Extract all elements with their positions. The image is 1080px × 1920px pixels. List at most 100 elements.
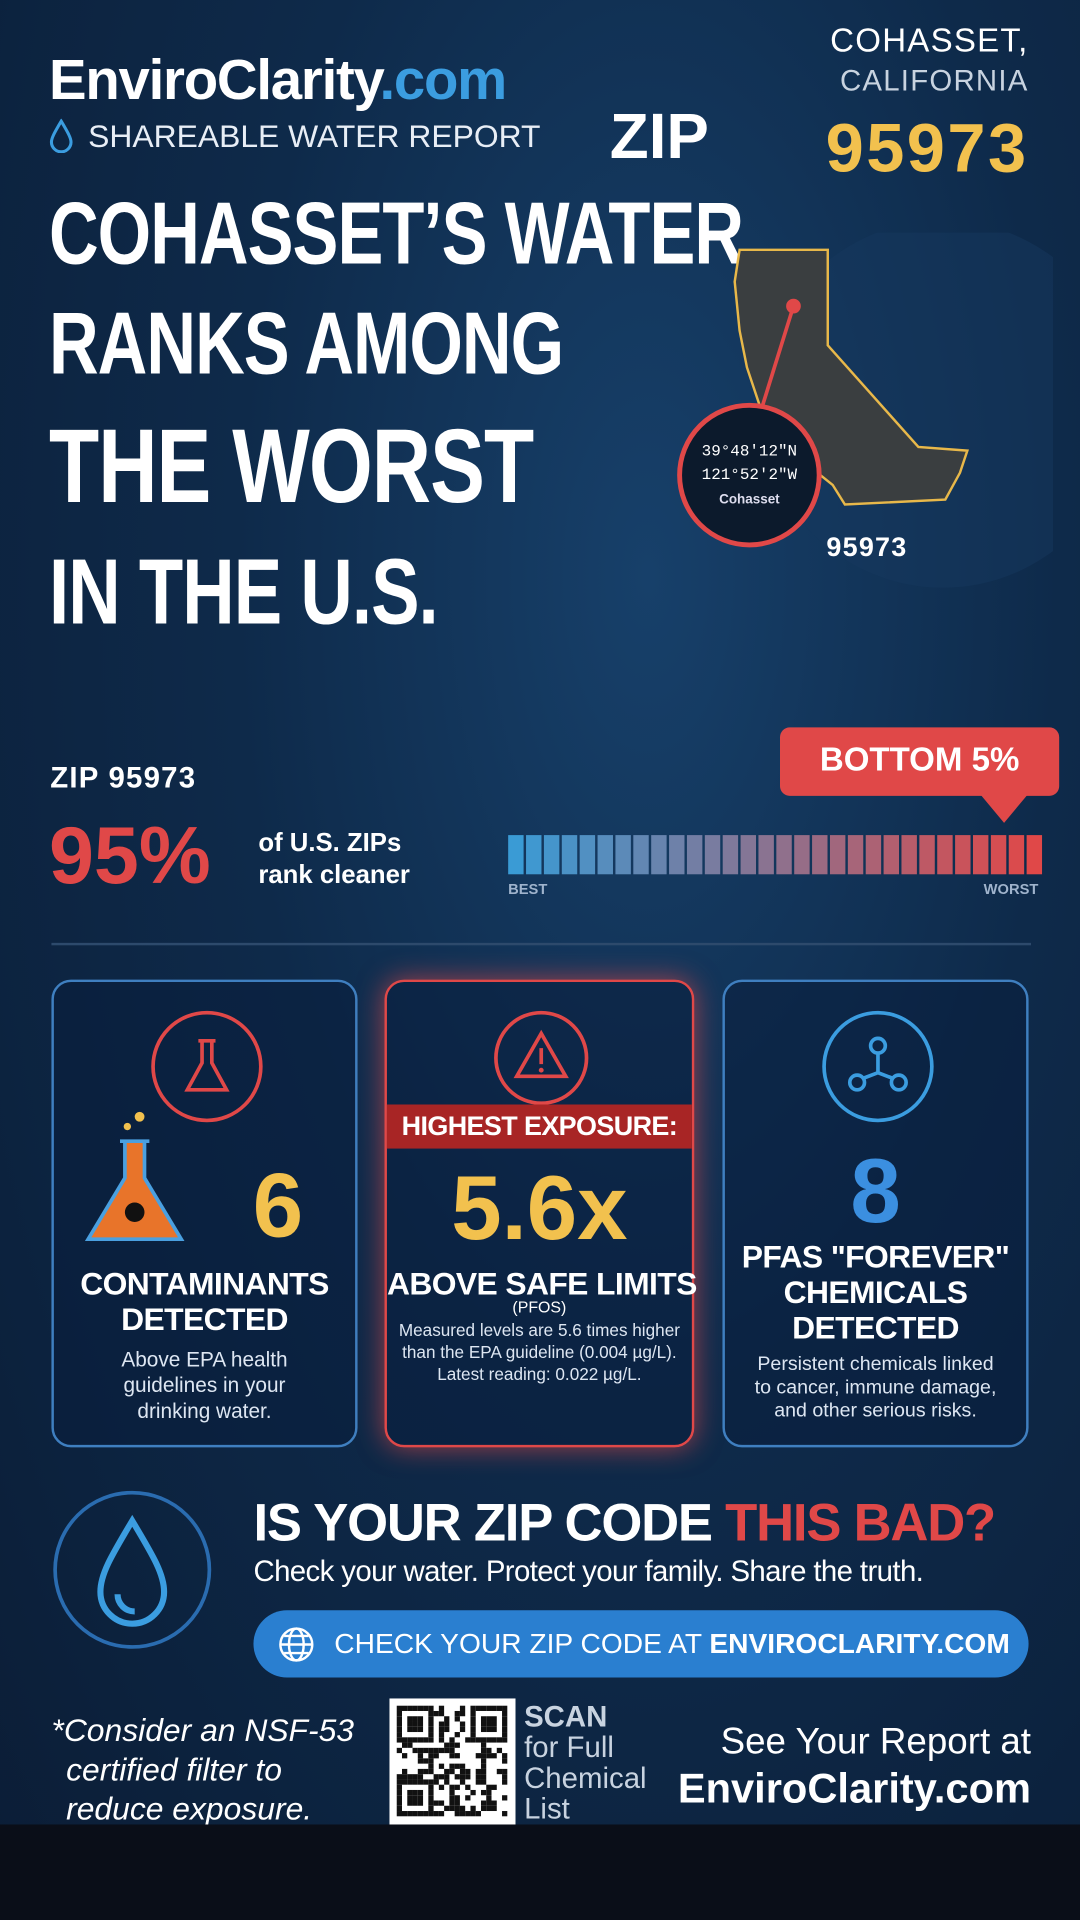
bar-segment: [543, 835, 560, 875]
qr-module: [417, 1705, 424, 1711]
qr-module: [491, 1800, 497, 1806]
see-report: See Your Report at: [720, 1721, 1032, 1763]
card-title: ABOVE SAFE LIMITS: [386, 1264, 697, 1302]
qr-module: [491, 1726, 497, 1733]
qr-module: [412, 1737, 418, 1743]
qr-module: [396, 1784, 403, 1790]
qr-module: [407, 1789, 413, 1796]
qr-module: [502, 1779, 508, 1785]
drop-icon: [49, 118, 73, 154]
qr-module: [396, 1779, 403, 1785]
qr-module: [502, 1721, 508, 1727]
qr-module: [444, 1721, 450, 1727]
qr-module: [496, 1737, 503, 1743]
qr-module: [433, 1811, 439, 1817]
bar-segment: [561, 835, 578, 875]
scan-line: Chemical: [524, 1762, 647, 1796]
qr-module: [449, 1789, 455, 1796]
qr-module: [428, 1795, 434, 1801]
cta-highlight: THIS BAD?: [725, 1493, 996, 1553]
qr-module: [459, 1774, 466, 1780]
bar-segment: [740, 835, 757, 875]
qr-module: [412, 1721, 418, 1727]
qr-module: [417, 1800, 424, 1806]
qr-module: [396, 1705, 403, 1711]
qr-module: [402, 1705, 408, 1711]
cta-sub: Check your water. Protect your family. S…: [253, 1555, 924, 1589]
bar-segment: [597, 835, 613, 875]
qr-module: [480, 1753, 487, 1759]
footer-site: EnviroClarity.com: [677, 1765, 1032, 1813]
card: 8 PFAS "FOREVER" CHEMICALS DETECTED Pers…: [722, 979, 1029, 1448]
card-title: CHEMICALS: [783, 1273, 968, 1311]
qr-module: [480, 1805, 487, 1812]
state: CALIFORNIA: [839, 64, 1029, 98]
qr-module: [480, 1768, 487, 1775]
note-line: *Consider an NSF-53: [51, 1711, 355, 1749]
qr-module: [396, 1726, 403, 1733]
bar-segment: [669, 835, 685, 875]
qr-module: [454, 1716, 460, 1722]
qr-module: [444, 1742, 450, 1748]
qr-module: [402, 1768, 408, 1775]
qr-module: [438, 1763, 445, 1769]
cta-button[interactable]: CHECK YOUR ZIP CODE AT ENVIROCLARITY.COM: [253, 1610, 1029, 1678]
qr-module: [428, 1789, 434, 1796]
rank-zip: ZIP 95973: [50, 761, 197, 795]
qr-module: [428, 1758, 434, 1764]
qr-module: [502, 1795, 508, 1801]
card-number: 6: [252, 1154, 304, 1257]
qr-module: [412, 1726, 418, 1733]
bar-segment: [972, 835, 989, 875]
qr-module: [454, 1710, 460, 1717]
qr-module: [444, 1768, 450, 1775]
bar-segment: [508, 835, 524, 875]
cta-button-site: ENVIROCLARITY.COM: [709, 1627, 1010, 1660]
qr-module: [449, 1784, 455, 1790]
qr-module: [480, 1737, 487, 1743]
bar-segment: [829, 835, 846, 875]
qr-module: [428, 1753, 434, 1759]
qr-module: [475, 1737, 481, 1743]
qr-module: [491, 1716, 497, 1722]
qr-module: [459, 1779, 466, 1785]
qr-module: [480, 1789, 487, 1796]
bar-segment: [1026, 835, 1043, 875]
qr-module: [433, 1779, 439, 1785]
qr-module: [402, 1742, 408, 1748]
qr-module: [475, 1811, 481, 1817]
city: COHASSET,: [830, 22, 1029, 59]
qr-module: [428, 1805, 434, 1812]
qr-module: [480, 1779, 487, 1785]
qr-module: [502, 1732, 508, 1738]
bar-segment: [883, 835, 900, 875]
qr-module: [428, 1747, 434, 1754]
qr-module: [486, 1795, 492, 1801]
qr-module: [417, 1737, 424, 1743]
qr-module: [470, 1805, 476, 1812]
qr-module: [496, 1705, 503, 1711]
qr-module: [428, 1716, 434, 1722]
qr-module: [465, 1795, 471, 1801]
qr-module: [486, 1805, 492, 1812]
qr-module: [480, 1726, 487, 1733]
qr-module: [496, 1747, 503, 1754]
bar-segment: [686, 835, 703, 875]
qr-module: [428, 1763, 434, 1769]
warning-icon: [494, 1010, 589, 1106]
qr-module: [417, 1747, 424, 1754]
scan-line: SCAN: [524, 1700, 608, 1734]
qr-module: [459, 1705, 466, 1711]
qr-module: [438, 1732, 445, 1738]
qr-module: [402, 1774, 408, 1780]
card-text: Latest reading: 0.022 µg/L.: [437, 1364, 642, 1384]
qr-module: [407, 1774, 413, 1780]
qr-module: [428, 1726, 434, 1733]
zip-label: ZIP: [609, 101, 709, 173]
qr-module: [454, 1753, 460, 1759]
qr-module: [444, 1805, 450, 1812]
bar-segment: [812, 835, 828, 875]
qr-module: [412, 1747, 418, 1754]
bar-segment: [990, 835, 1007, 875]
